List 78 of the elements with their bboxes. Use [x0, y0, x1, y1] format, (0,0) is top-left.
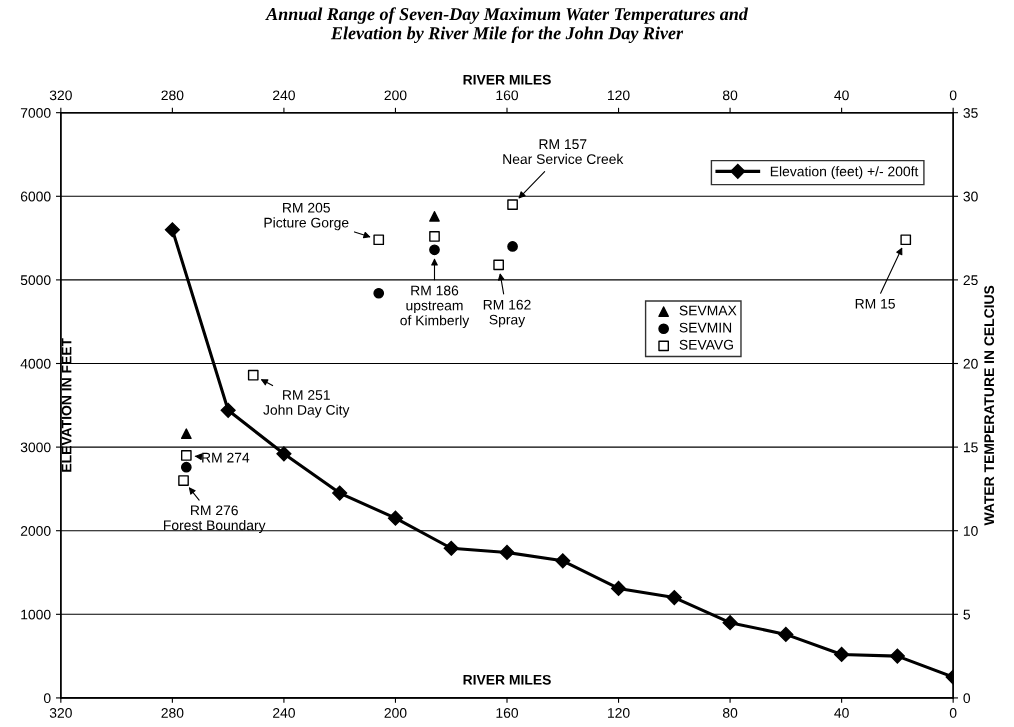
y-tick-label: 0 — [43, 693, 51, 704]
x-tick-label: 0 — [949, 708, 957, 718]
annotation: RM 15 — [855, 299, 895, 309]
x2-tick-label: 160 — [496, 90, 519, 101]
x2-axis-title: RIVER MILES — [463, 74, 551, 85]
x-tick-label: 240 — [273, 708, 295, 718]
y-tick-label: 7000 — [20, 108, 51, 118]
point — [247, 369, 259, 381]
x-tick-label: 320 — [49, 708, 72, 718]
point — [778, 626, 794, 642]
point — [499, 544, 515, 561]
x-tick-label: 120 — [608, 708, 630, 718]
point — [443, 540, 459, 556]
y2-tick-label: 0 — [963, 693, 971, 704]
x2-tick-label: 280 — [161, 90, 184, 101]
y-tick-label: 2000 — [20, 526, 51, 536]
legend-label: SEVMAX — [679, 305, 737, 316]
point — [373, 234, 385, 246]
y2-tick-label: 20 — [963, 358, 978, 369]
x-tick-label: 80 — [722, 708, 738, 718]
y-tick-label: 6000 — [20, 191, 51, 202]
x2-tick-label: 240 — [273, 90, 295, 101]
point — [429, 244, 440, 256]
point — [276, 446, 292, 462]
point — [180, 461, 192, 473]
point — [180, 428, 192, 440]
legend-label: SEVMIN — [679, 322, 732, 333]
point — [178, 475, 189, 486]
point — [610, 580, 627, 596]
y2-tick-label: 30 — [963, 191, 978, 202]
annotation: RM 274 — [202, 452, 250, 463]
x-tick-label: 200 — [384, 708, 407, 718]
point — [889, 648, 905, 664]
y-tick-label: 1000 — [21, 609, 51, 620]
y2-tick-label: 15 — [963, 442, 978, 453]
x2-tick-label: 200 — [384, 90, 407, 101]
legend-label: SEVAVG — [679, 339, 733, 350]
y2-tick-label: 25 — [963, 275, 978, 286]
point — [555, 553, 571, 569]
x2-tick-label: 40 — [834, 90, 849, 101]
annotation: RM 162 Spray — [483, 299, 531, 328]
x2-tick-label: 0 — [949, 90, 957, 101]
point — [220, 402, 236, 418]
point — [429, 231, 440, 242]
x-tick-label: 280 — [161, 708, 184, 718]
point — [507, 199, 518, 211]
y2-tick-label: 10 — [963, 526, 978, 536]
point — [493, 259, 504, 271]
chart-title: Annual Range of Seven-Day Maximum Water Temperatures and Elevation by River Mile for the John Day River — [265, 7, 749, 44]
x-tick-label: 40 — [834, 708, 849, 718]
point — [834, 646, 850, 663]
point — [507, 241, 518, 252]
y-tick-label: 4000 — [20, 358, 51, 369]
point — [180, 450, 192, 461]
annotation: RM 276 Forest Boundary — [164, 505, 266, 533]
point — [666, 590, 682, 606]
point — [429, 211, 440, 222]
point — [387, 510, 404, 526]
point — [164, 222, 180, 238]
point — [373, 287, 385, 299]
y-tick-label: 5000 — [20, 275, 51, 286]
annotation: RM 157 Near Service Creek — [503, 139, 624, 165]
point — [332, 485, 348, 501]
annotation: RM 251 John Day City — [263, 390, 350, 418]
annotation: RM 205 Picture Gorge — [264, 202, 349, 231]
x2-tick-label: 320 — [49, 90, 72, 101]
y-tick-label: 3000 — [20, 442, 51, 453]
point — [900, 234, 912, 246]
legend-label: Elevation (feet) +/- 200ft — [770, 166, 919, 180]
y2-tick-label: 35 — [963, 108, 978, 118]
x-tick-label: 160 — [496, 708, 519, 718]
x2-tick-label: 80 — [722, 90, 738, 101]
x-axis-title: RIVER MILES — [463, 674, 551, 685]
annotation: RM 186 upstream of Kimberly — [400, 285, 470, 329]
point — [722, 615, 738, 631]
x2-tick-label: 120 — [608, 90, 630, 101]
y2-axis-title: WATER TEMPERATURE IN CELCIUS — [984, 285, 995, 526]
y2-tick-label: 5 — [963, 609, 971, 620]
